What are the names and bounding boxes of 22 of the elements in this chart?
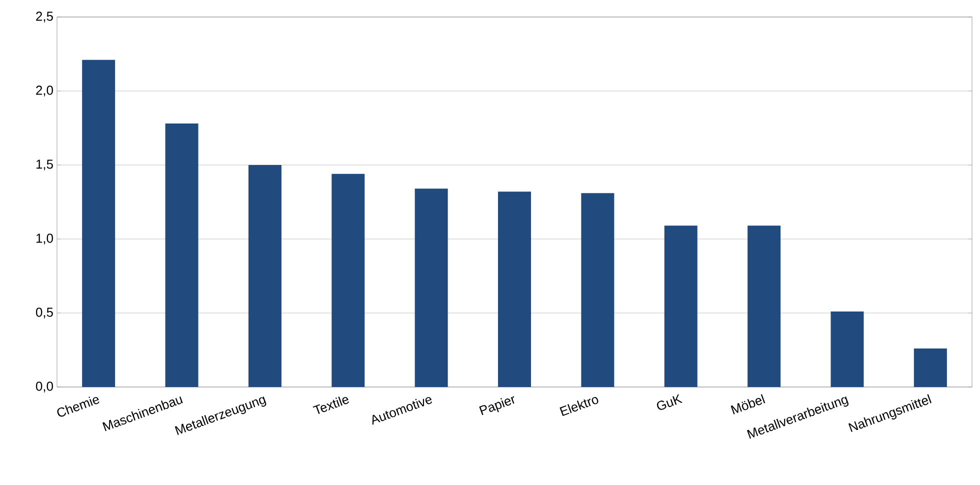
bar bbox=[748, 226, 781, 387]
y-tick-label: 1,0 bbox=[36, 234, 53, 244]
x-tick-label: Papier bbox=[479, 396, 514, 416]
bar bbox=[498, 192, 532, 387]
bar bbox=[248, 165, 282, 387]
bar bbox=[581, 193, 614, 387]
bar bbox=[664, 226, 698, 387]
bar bbox=[414, 188, 448, 387]
x-tick-label: GuK bbox=[656, 394, 683, 410]
y-tick-label: 0,5 bbox=[36, 308, 53, 318]
bar bbox=[830, 312, 864, 387]
bar bbox=[82, 60, 116, 387]
bar bbox=[914, 348, 947, 387]
y-tick-label: 2,0 bbox=[36, 86, 53, 96]
y-tick-label: 1,5 bbox=[36, 160, 53, 170]
y-tick-label: 0,0 bbox=[36, 382, 53, 392]
bar bbox=[165, 124, 198, 387]
x-tick-label: Elektro bbox=[560, 397, 598, 416]
x-tick-label: Chemie bbox=[57, 396, 100, 417]
x-tick-label: Textile bbox=[312, 396, 349, 414]
bar bbox=[332, 174, 365, 387]
y-tick-label: 2,5 bbox=[36, 12, 53, 22]
